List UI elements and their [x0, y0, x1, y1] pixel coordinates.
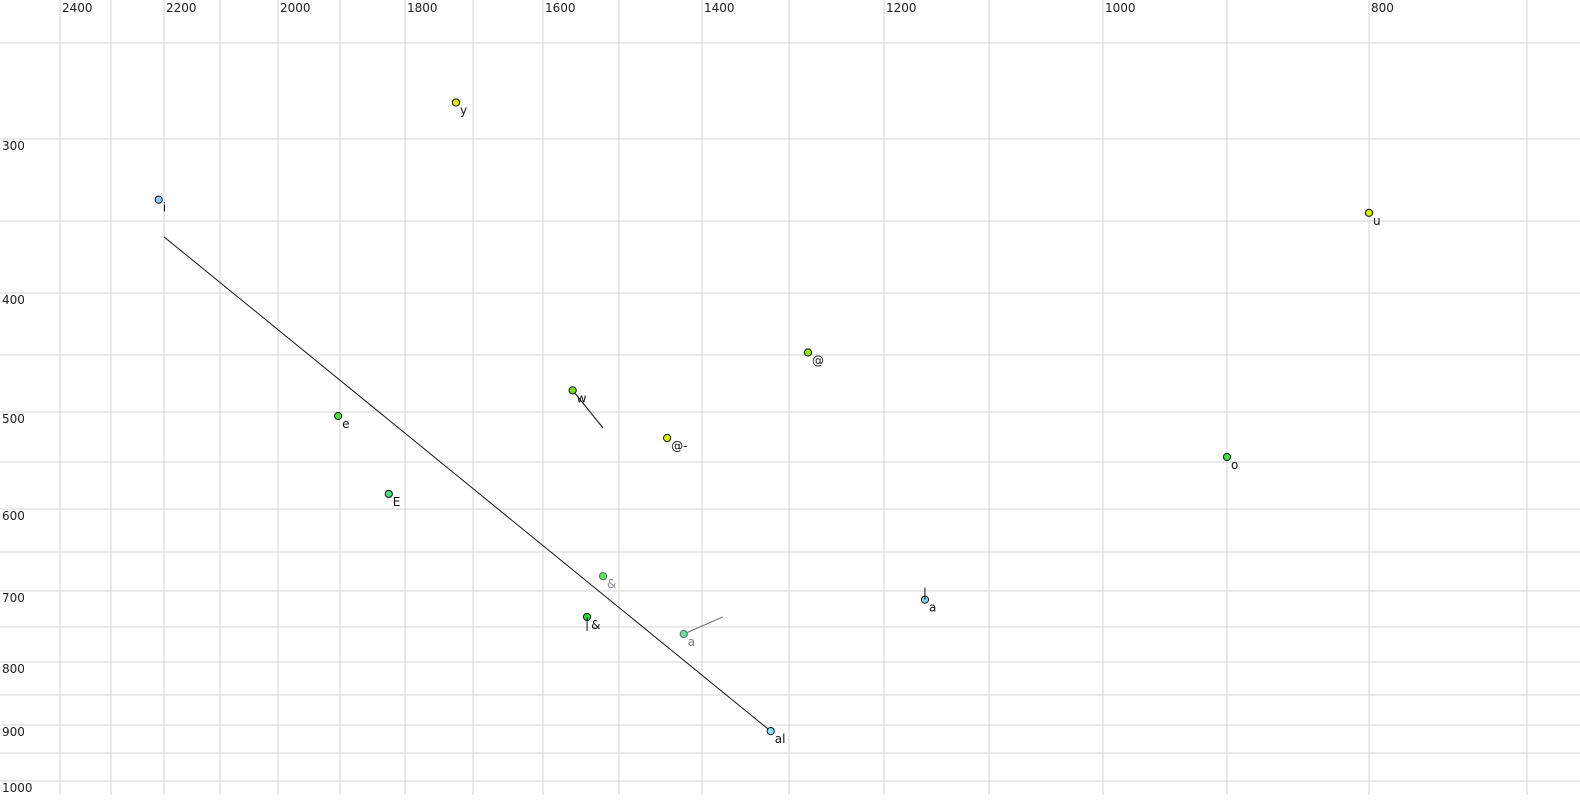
trajectory-line — [163, 236, 772, 732]
data-point — [451, 98, 461, 107]
y-tick-label: 300 — [2, 139, 25, 153]
y-tick-label: 600 — [2, 509, 25, 523]
point-label: a — [688, 635, 695, 649]
point-label: @- — [671, 439, 687, 453]
data-point — [766, 727, 775, 736]
x-tick-label: 800 — [1371, 1, 1394, 15]
point-label: al — [775, 732, 786, 746]
data-point — [598, 572, 608, 581]
data-point — [568, 386, 577, 395]
trajectory-lines — [163, 236, 772, 732]
data-point — [679, 629, 688, 639]
data-point — [384, 489, 393, 499]
point-label: @ — [812, 354, 824, 368]
data-point — [154, 195, 163, 204]
tick-labels: 2400 2200 2000 1800 1600 1400 1200 1000 800 300 40… — [2, 1, 1394, 795]
x-tick-label: 2400 — [62, 1, 93, 15]
data-point — [334, 411, 343, 421]
point-label: u — [1373, 214, 1381, 228]
data-point — [803, 348, 813, 357]
y-tick-label: 1000 — [2, 781, 33, 795]
point-trail — [572, 390, 604, 429]
y-tick-label: 900 — [2, 725, 25, 739]
y-tick-label: 500 — [2, 412, 25, 426]
x-tick-label: 1200 — [886, 1, 917, 15]
point-label: y — [460, 104, 467, 118]
x-tick-label: 1400 — [704, 1, 735, 15]
point-label: & — [591, 618, 600, 632]
x-tick-label: 2000 — [280, 1, 311, 15]
y-tick-label: 700 — [2, 591, 25, 605]
point-label: E — [393, 495, 401, 509]
point-label: a — [929, 601, 936, 615]
y-tick-label: 400 — [2, 293, 25, 307]
point-label: e — [342, 417, 349, 431]
point-trail — [683, 616, 724, 635]
data-point — [1364, 208, 1374, 217]
x-tick-label: 1600 — [545, 1, 576, 15]
data-point — [663, 433, 672, 443]
x-tick-label: 1800 — [407, 1, 438, 15]
data-points: i y u @ w @- e Eo & & a a al — [154, 98, 1381, 746]
x-tick-label: 2200 — [166, 1, 197, 15]
y-tick-label: 800 — [2, 662, 25, 676]
point-label: & — [607, 577, 616, 591]
data-point — [1222, 452, 1232, 462]
point-label: w — [577, 391, 587, 405]
point-label: o — [1231, 458, 1238, 472]
point-label: i — [163, 201, 166, 215]
x-tick-label: 1000 — [1105, 1, 1136, 15]
